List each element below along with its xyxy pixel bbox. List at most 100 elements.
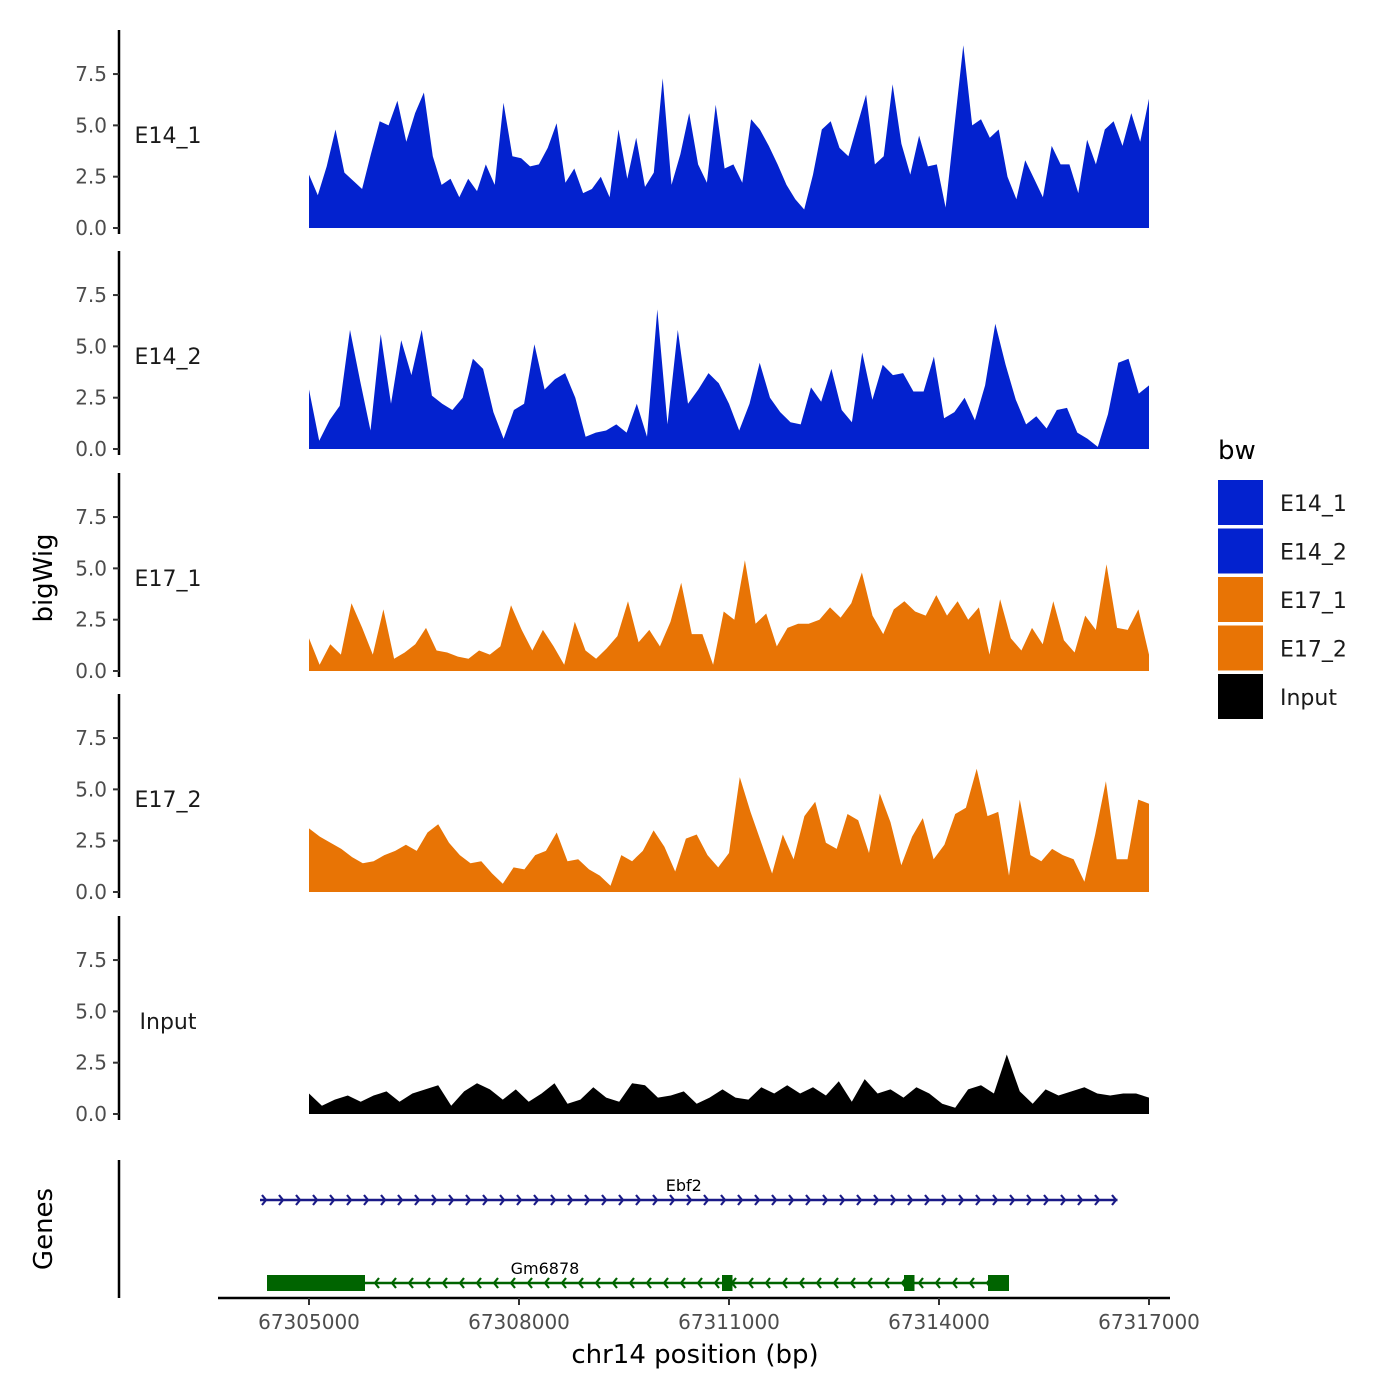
strand-arrow: [448, 1194, 455, 1206]
panel-label: E14_2: [135, 345, 202, 370]
strand-arrow: [465, 1194, 472, 1206]
legend-item-e14_1: E14_1: [1218, 480, 1347, 525]
strand-arrow: [679, 1277, 686, 1289]
strand-arrow: [329, 1194, 336, 1206]
y-tick-label: 2.5: [75, 829, 107, 853]
strand-arrow: [1094, 1194, 1101, 1206]
strand-arrow: [499, 1194, 506, 1206]
legend-swatch: [1218, 577, 1263, 622]
strand-arrow: [397, 1194, 404, 1206]
legend-label: Input: [1280, 686, 1337, 711]
strand-arrow: [669, 1194, 676, 1206]
track-panel-input: 0.0 2.5 5.0 7.5 Input: [75, 916, 1149, 1126]
strand-arrow: [295, 1194, 302, 1206]
strand-arrow: [866, 1277, 873, 1289]
strand-arrow: [703, 1194, 710, 1206]
strand-arrow: [441, 1277, 448, 1289]
strand-arrow: [941, 1194, 948, 1206]
strand-arrow: [492, 1277, 499, 1289]
strand-arrow: [951, 1277, 958, 1289]
strand-arrow: [567, 1194, 574, 1206]
strand-arrow: [968, 1277, 975, 1289]
strand-arrow: [560, 1277, 567, 1289]
track-panel-e17_1: 0.0 2.5 5.0 7.5 E17_1: [75, 473, 1149, 683]
y-tick-label: 7.5: [75, 948, 107, 972]
strand-arrow: [832, 1277, 839, 1289]
panel-label: Input: [140, 1010, 197, 1035]
legend-swatch: [1218, 674, 1263, 719]
strand-arrow: [475, 1277, 482, 1289]
y-tick-label: 0.0: [75, 437, 107, 461]
y-tick-label: 0.0: [75, 659, 107, 683]
strand-arrow: [261, 1194, 268, 1206]
legend-item-e17_2: E17_2: [1218, 625, 1347, 671]
strand-arrow: [873, 1194, 880, 1206]
track-panel-e14_1: 0.0 2.5 5.0 7.5 E14_1: [75, 30, 1149, 240]
legend-swatch: [1218, 480, 1263, 525]
strand-arrow: [856, 1194, 863, 1206]
y-tick-label: 7.5: [75, 62, 107, 86]
legend-item-input: Input: [1218, 674, 1337, 719]
y-tick-label: 0.0: [75, 1102, 107, 1126]
strand-arrow: [550, 1194, 557, 1206]
x-axis: 67305000 67308000 67311000 67314000 67317000: [218, 1296, 1200, 1334]
track-panel-e14_2: 0.0 2.5 5.0 7.5 E14_2: [75, 251, 1149, 461]
strand-arrow: [645, 1277, 652, 1289]
strand-arrow: [815, 1277, 822, 1289]
strand-arrow: [1060, 1194, 1067, 1206]
x-tick-label: 67308000: [468, 1310, 570, 1334]
strand-arrow: [849, 1277, 856, 1289]
y-tick-label: 2.5: [75, 608, 107, 632]
exon: [722, 1275, 733, 1291]
strand-arrow: [754, 1194, 761, 1206]
strand-arrow: [601, 1194, 608, 1206]
track-panel-e17_2: 0.0 2.5 5.0 7.5 E17_2: [75, 694, 1149, 904]
strand-arrow: [543, 1277, 550, 1289]
area-input: [309, 1054, 1149, 1114]
x-tick-label: 67317000: [1098, 1310, 1200, 1334]
strand-arrow: [822, 1194, 829, 1206]
strand-arrow: [618, 1194, 625, 1206]
strand-arrow: [764, 1277, 771, 1289]
legend-label: E17_1: [1280, 589, 1347, 614]
panel-label: E14_1: [135, 124, 202, 149]
strand-arrow: [934, 1277, 941, 1289]
strand-arrow: [1043, 1194, 1050, 1206]
x-tick-label: 67314000: [888, 1310, 990, 1334]
x-tick-label: 67305000: [258, 1310, 360, 1334]
strand-arrow: [1009, 1194, 1016, 1206]
strand-arrow: [611, 1277, 618, 1289]
strand-arrow: [594, 1277, 601, 1289]
x-axis-title: chr14 position (bp): [571, 1340, 818, 1370]
strand-arrow: [652, 1194, 659, 1206]
gene-track: Ebf2 Gm6878: [117, 1160, 1118, 1298]
area-e14_2: [309, 309, 1149, 449]
strand-arrow: [798, 1277, 805, 1289]
y-tick-label: 5.0: [75, 777, 107, 801]
area-e17_1: [309, 560, 1149, 671]
strand-arrow: [883, 1277, 890, 1289]
exon: [904, 1275, 915, 1291]
strand-arrow: [346, 1194, 353, 1206]
strand-arrow: [781, 1277, 788, 1289]
legend-swatch: [1218, 625, 1263, 671]
y-tick-label: 2.5: [75, 165, 107, 189]
area-e14_1: [309, 45, 1149, 228]
strand-arrow: [373, 1277, 380, 1289]
strand-arrow: [533, 1194, 540, 1206]
y-tick-label: 7.5: [75, 283, 107, 307]
strand-arrow: [363, 1194, 370, 1206]
strand-arrow: [577, 1277, 584, 1289]
strand-arrow: [720, 1194, 727, 1206]
gene-ebf2: Ebf2: [260, 1176, 1118, 1206]
strand-arrow: [635, 1194, 642, 1206]
strand-arrow: [482, 1194, 489, 1206]
strand-arrow: [917, 1277, 924, 1289]
strand-arrow: [771, 1194, 778, 1206]
legend-title: bw: [1218, 436, 1256, 466]
y-tick-label: 2.5: [75, 386, 107, 410]
y-tick-label: 5.0: [75, 556, 107, 580]
y-tick-label: 5.0: [75, 999, 107, 1023]
strand-arrow: [526, 1277, 533, 1289]
strand-arrow: [907, 1194, 914, 1206]
